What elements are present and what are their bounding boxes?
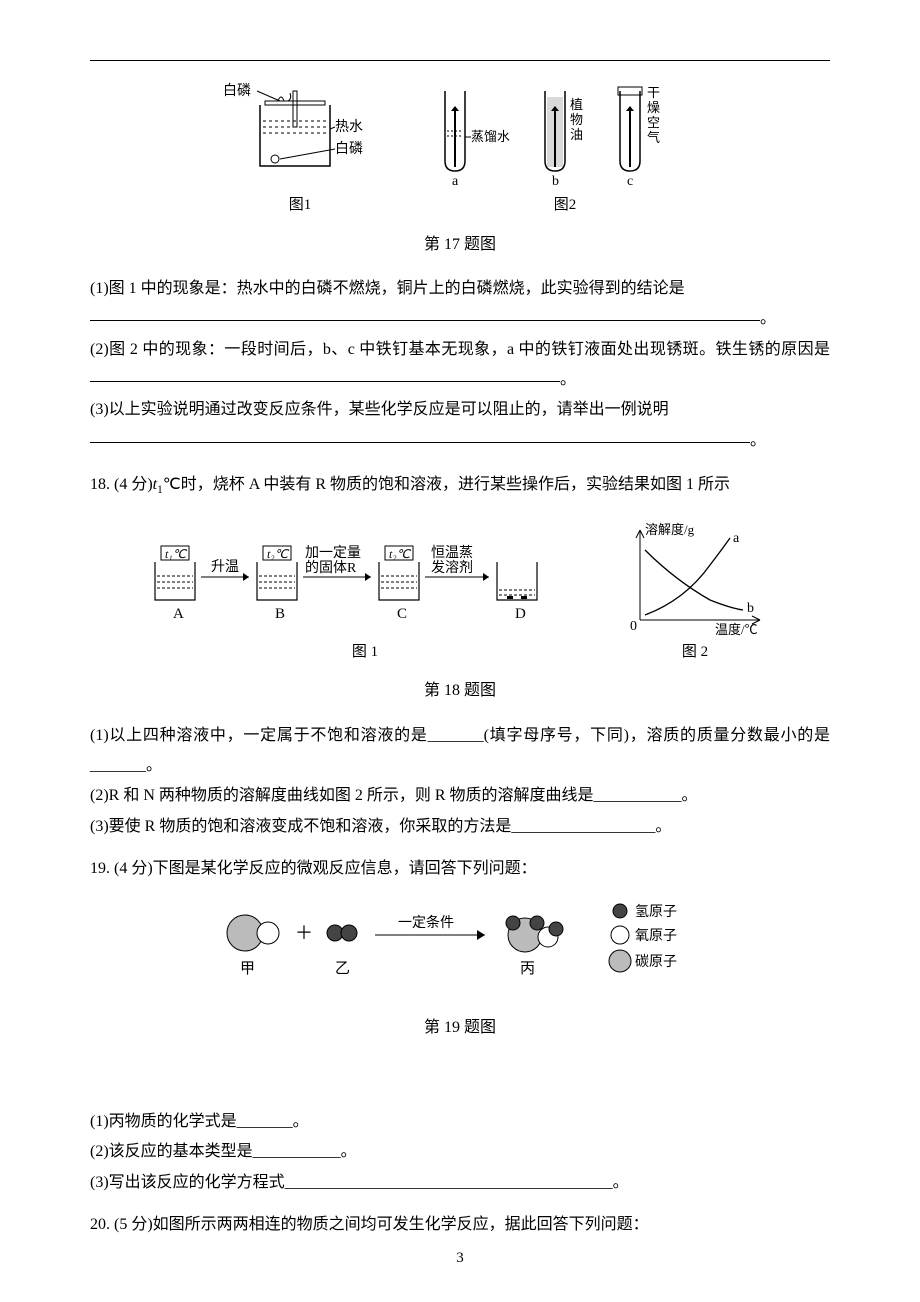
svg-text:恒温蒸: 恒温蒸	[431, 545, 473, 561]
svg-text:气: 气	[647, 130, 660, 145]
svg-text:t₁℃: t₁℃	[165, 547, 188, 561]
fig18-caption: 第 18 题图	[90, 676, 830, 706]
q18-intro-a: 18. (4 分)	[90, 476, 153, 493]
fig17-left: 白磷 热水 白磷 图1	[215, 81, 385, 220]
svg-text:一定条件: 一定条件	[398, 914, 454, 931]
fig17-caption: 第 17 题图	[90, 230, 830, 260]
q18-intro-b: ℃时，烧杯 A 中装有 R 物质的饱和溶液，进行某些操作后，实验结果如图 1 所…	[163, 476, 730, 493]
label-bailin-top: 白磷	[223, 83, 251, 99]
svg-text:A: A	[173, 606, 184, 622]
svg-text:甲: 甲	[240, 961, 255, 977]
label-oil-2: 物	[570, 112, 583, 127]
q18-p1: (1)以上四种溶液中，一定属于不饱和溶液的是_______(填字母序号，下同)，…	[90, 721, 830, 782]
q19-intro: 19. (4 分)下图是某化学反应的微观反应信息，请回答下列问题：	[90, 854, 830, 884]
tube-b: b	[552, 174, 559, 189]
svg-text:乙: 乙	[335, 961, 350, 977]
fig19-caption: 第 19 题图	[90, 1013, 830, 1043]
q17-3: (3)以上实验说明通过改变反应条件，某些化学反应是可以阻止的，请举出一例说明	[90, 395, 830, 425]
q17-2-text: (2)图 2 中的现象：一段时间后，b、c 中铁钉基本无现象，a 中的铁钉液面处…	[90, 341, 830, 358]
q20-intro: 20. (5 分)如图所示两两相连的物质之间均可发生化学反应，据此回答下列问题：	[90, 1210, 830, 1240]
fig17-right: 蒸馏水 a 植 物 油 b 干 燥 空 气 c 图2	[425, 81, 705, 220]
svg-text:溶解度/g: 溶解度/g	[645, 522, 695, 537]
svg-text:t₂℃: t₂℃	[267, 547, 290, 561]
fig18-right: 溶解度/g 温度/℃ 0 a b 图 2	[615, 520, 775, 667]
svg-text:D: D	[515, 606, 526, 622]
fig19-svg: 甲 ＋ 乙 一定条件 丙 氢原子 氧原子 碳原子	[200, 893, 720, 1003]
svg-text:燥: 燥	[647, 100, 660, 115]
header-rule	[90, 60, 830, 61]
fig17-right-label: 图2	[554, 191, 577, 220]
page-number: 3	[0, 1244, 920, 1273]
svg-text:升温: 升温	[211, 559, 239, 575]
q19-p1: (1)丙物质的化学式是_______。	[90, 1107, 830, 1137]
fig18-left: t₁℃ A 升温 t₂℃ B 加一定量	[145, 522, 585, 667]
label-bailin-bot: 白磷	[335, 141, 363, 157]
svg-text:丙: 丙	[520, 961, 535, 977]
svg-text:加一定量: 加一定量	[305, 545, 361, 561]
svg-text:的固体R: 的固体R	[305, 560, 357, 576]
svg-text:b: b	[747, 601, 754, 616]
svg-text:B: B	[275, 606, 285, 622]
fig19-row: 甲 ＋ 乙 一定条件 丙 氢原子 氧原子 碳原子	[90, 893, 830, 1003]
label-oil-1: 植	[570, 97, 583, 112]
q18-p3: (3)要使 R 物质的饱和溶液变成不饱和溶液，你采取的方法是__________…	[90, 812, 830, 842]
q17-1-text: (1)图 1 中的现象是：热水中的白磷不燃烧，铜片上的白磷燃烧，此实验得到的结论…	[90, 280, 685, 297]
svg-text:a: a	[733, 531, 740, 546]
svg-text:氧原子: 氧原子	[635, 928, 677, 944]
svg-text:发溶剂: 发溶剂	[431, 560, 473, 576]
fig17-svg1: 白磷 热水 白磷	[215, 81, 385, 191]
q19-p3: (3)写出该反应的化学方程式__________________________…	[90, 1168, 830, 1198]
fig17-row: 白磷 热水 白磷 图1	[90, 81, 830, 220]
label-hotwater: 热水	[335, 119, 363, 135]
q17-2: (2)图 2 中的现象：一段时间后，b、c 中铁钉基本无现象，a 中的铁钉液面处…	[90, 335, 830, 396]
svg-text:干: 干	[647, 85, 660, 100]
svg-text:温度/℃: 温度/℃	[715, 622, 758, 637]
spacer	[90, 1057, 830, 1107]
fig17-svg2: 蒸馏水 a 植 物 油 b 干 燥 空 气 c	[425, 81, 705, 191]
svg-text:＋: ＋	[295, 923, 313, 943]
q17-1: (1)图 1 中的现象是：热水中的白磷不燃烧，铜片上的白磷燃烧，此实验得到的结论…	[90, 274, 830, 304]
fig18-left-label: 图 1	[352, 638, 378, 667]
label-water: 蒸馏水	[471, 129, 510, 144]
label-oil-3: 油	[570, 127, 583, 142]
svg-text:C: C	[397, 606, 407, 622]
svg-text:t₂℃: t₂℃	[389, 547, 412, 561]
fig17-left-label: 图1	[289, 191, 312, 220]
q17-3-blank: 。	[90, 426, 830, 456]
svg-text:氢原子: 氢原子	[635, 904, 677, 920]
q17-3-text: (3)以上实验说明通过改变反应条件，某些化学反应是可以阻止的，请举出一例说明	[90, 401, 669, 418]
q18-p2: (2)R 和 N 两种物质的溶解度曲线如图 2 所示，则 R 物质的溶解度曲线是…	[90, 781, 830, 811]
svg-text:空: 空	[647, 115, 660, 130]
fig18-svg1: t₁℃ A 升温 t₂℃ B 加一定量	[145, 522, 585, 632]
q17-1-blank: 。	[90, 304, 830, 334]
fig18-right-label: 图 2	[682, 638, 708, 667]
tube-c: c	[627, 174, 633, 189]
tube-a: a	[452, 174, 459, 189]
fig18-row: t₁℃ A 升温 t₂℃ B 加一定量	[90, 520, 830, 667]
svg-text:0: 0	[630, 619, 637, 634]
q19-p2: (2)该反应的基本类型是___________。	[90, 1137, 830, 1167]
q18-intro: 18. (4 分)t1℃时，烧杯 A 中装有 R 物质的饱和溶液，进行某些操作后…	[90, 470, 830, 501]
svg-text:碳原子: 碳原子	[635, 954, 677, 970]
fig18-svg2: 溶解度/g 温度/℃ 0 a b	[615, 520, 775, 640]
